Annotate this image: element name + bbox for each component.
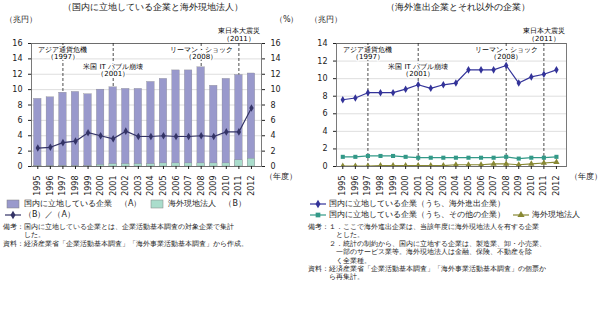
svg-text:2011: 2011 bbox=[539, 176, 548, 196]
svg-text:4: 4 bbox=[17, 131, 22, 140]
svg-text:（年度）: （年度） bbox=[265, 172, 297, 181]
html-text:国内に立地している企業（うち、海外進出企業）: 国内に立地している企業（うち、海外進出企業） bbox=[329, 199, 505, 208]
svg-text:2004: 2004 bbox=[451, 176, 460, 196]
svg-text:16: 16 bbox=[12, 39, 22, 48]
svg-text:12: 12 bbox=[12, 70, 22, 79]
svg-text:2006: 2006 bbox=[172, 176, 181, 196]
svg-text:1995: 1995 bbox=[338, 176, 347, 196]
svg-text:1996: 1996 bbox=[46, 176, 55, 196]
svg-text:2009: 2009 bbox=[514, 176, 523, 196]
svg-text:0: 0 bbox=[322, 162, 327, 171]
svg-text:2012: 2012 bbox=[552, 176, 561, 196]
svg-text:2: 2 bbox=[322, 144, 327, 153]
svg-text:2001: 2001 bbox=[109, 176, 118, 196]
svg-text:2004: 2004 bbox=[146, 176, 155, 196]
html-text:国内に立地している企業（うち、その他の企業）: 国内に立地している企業（うち、その他の企業） bbox=[329, 210, 505, 219]
svg-text:2006: 2006 bbox=[477, 176, 486, 196]
svg-text:14: 14 bbox=[12, 54, 22, 63]
svg-text:2005: 2005 bbox=[159, 176, 168, 196]
html-text:備考：１．ここで海外進出企業は、当該年度に海外現地法人を有す: 備考：１．ここで海外進出企業は、当該年度に海外現地法人を有する企業 とした。 ２… bbox=[308, 223, 546, 282]
svg-text:4: 4 bbox=[322, 127, 327, 136]
svg-text:2: 2 bbox=[17, 147, 22, 156]
svg-text:14: 14 bbox=[271, 54, 281, 63]
svg-text:1997: 1997 bbox=[58, 176, 67, 196]
svg-text:2003: 2003 bbox=[439, 176, 448, 196]
html-text:（国内に立地している企業と海外現地法人）: （国内に立地している企業と海外現地法人） bbox=[63, 2, 243, 12]
html-text:海外現地法人 （B）: 海外現地法人 （B） bbox=[168, 199, 246, 208]
svg-text:6: 6 bbox=[322, 109, 327, 118]
svg-text:10: 10 bbox=[12, 85, 22, 94]
svg-text:2007: 2007 bbox=[184, 176, 193, 196]
svg-text:2001: 2001 bbox=[414, 176, 423, 196]
svg-text:2: 2 bbox=[271, 147, 276, 156]
svg-text:（兆円）: （兆円） bbox=[5, 15, 37, 24]
html-text:備考：国内に立地している企業とは、企業活動基本調査の対象企業: 備考：国内に立地している企業とは、企業活動基本調査の対象企業で集計 した。 資料… bbox=[3, 223, 248, 248]
svg-text:2011: 2011 bbox=[234, 176, 243, 196]
svg-text:8: 8 bbox=[271, 101, 276, 110]
svg-text:0: 0 bbox=[17, 162, 22, 171]
svg-text:14: 14 bbox=[317, 39, 327, 48]
svg-text:2002: 2002 bbox=[426, 176, 435, 196]
html-text:海外現地法人: 海外現地法人 bbox=[532, 210, 580, 219]
svg-text:4: 4 bbox=[271, 131, 276, 140]
svg-text:10: 10 bbox=[271, 85, 281, 94]
svg-text:2008: 2008 bbox=[197, 176, 206, 196]
svg-text:2008: 2008 bbox=[502, 176, 511, 196]
svg-text:アジア通貨危機（1997）: アジア通貨危機（1997） bbox=[38, 46, 87, 61]
svg-text:リーマン・ショック（2008）: リーマン・ショック（2008） bbox=[170, 46, 233, 61]
svg-text:1999: 1999 bbox=[84, 176, 93, 196]
svg-text:1998: 1998 bbox=[71, 176, 80, 196]
svg-text:2005: 2005 bbox=[464, 176, 473, 196]
svg-text:2000: 2000 bbox=[401, 176, 410, 196]
svg-text:2007: 2007 bbox=[489, 176, 498, 196]
svg-text:2010: 2010 bbox=[527, 176, 536, 196]
svg-text:2003: 2003 bbox=[134, 176, 143, 196]
svg-text:16: 16 bbox=[271, 39, 281, 48]
svg-text:1996: 1996 bbox=[351, 176, 360, 196]
svg-text:6: 6 bbox=[17, 116, 22, 125]
svg-text:東日本大震災（2011）: 東日本大震災（2011） bbox=[523, 27, 565, 42]
html-text:国内に立地している企業 （A）: 国内に立地している企業 （A） bbox=[24, 199, 142, 208]
svg-text:（兆円）: （兆円） bbox=[310, 15, 342, 24]
svg-text:（%）: （%） bbox=[275, 15, 299, 24]
svg-text:12: 12 bbox=[317, 57, 327, 66]
svg-text:8: 8 bbox=[322, 92, 327, 101]
svg-text:米国 IT バブル崩壊（2001）: 米国 IT バブル崩壊（2001） bbox=[388, 63, 448, 78]
svg-text:東日本大震災（2011）: 東日本大震災（2011） bbox=[218, 27, 260, 42]
svg-text:12: 12 bbox=[271, 70, 281, 79]
svg-text:1995: 1995 bbox=[33, 176, 42, 196]
svg-text:2002: 2002 bbox=[121, 176, 130, 196]
svg-text:1997: 1997 bbox=[363, 176, 372, 196]
svg-text:2000: 2000 bbox=[96, 176, 105, 196]
html-text:（海外進出企業とそれ以外の企業）: （海外進出企業とそれ以外の企業） bbox=[386, 2, 530, 12]
svg-text:10: 10 bbox=[317, 74, 327, 83]
svg-text:リーマン・ショック（2008）: リーマン・ショック（2008） bbox=[475, 46, 538, 61]
svg-text:2010: 2010 bbox=[222, 176, 231, 196]
html-text:（B）／（A）: （B）／（A） bbox=[24, 210, 75, 219]
svg-text:2009: 2009 bbox=[209, 176, 218, 196]
svg-text:米国 IT バブル崩壊（2001）: 米国 IT バブル崩壊（2001） bbox=[83, 63, 143, 78]
svg-text:1998: 1998 bbox=[376, 176, 385, 196]
svg-text:アジア通貨危機（1997）: アジア通貨危機（1997） bbox=[343, 46, 392, 61]
svg-text:6: 6 bbox=[271, 116, 276, 125]
svg-text:2012: 2012 bbox=[247, 176, 256, 196]
svg-text:0: 0 bbox=[271, 162, 276, 171]
svg-text:（年度）: （年度） bbox=[570, 172, 602, 181]
svg-text:8: 8 bbox=[17, 101, 22, 110]
svg-text:1999: 1999 bbox=[389, 176, 398, 196]
